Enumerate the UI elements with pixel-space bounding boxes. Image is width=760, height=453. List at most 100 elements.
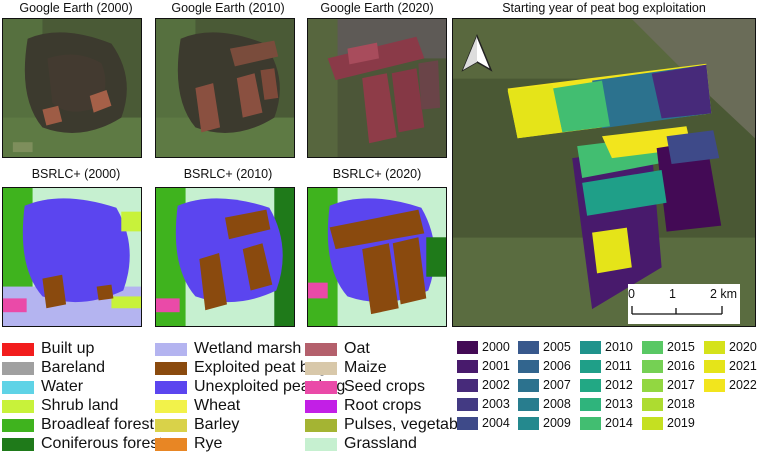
bsrlc-2000-map <box>2 187 142 327</box>
legend-swatch <box>155 342 187 356</box>
legend-label: Rye <box>194 435 223 452</box>
year-legend-item: 2021 <box>704 358 757 374</box>
legend-swatch <box>155 361 187 375</box>
year-swatch <box>457 416 478 430</box>
year-swatch <box>518 397 539 411</box>
scale-label-2: 2 km <box>710 287 738 301</box>
year-swatch <box>642 416 663 430</box>
year-label: 2018 <box>667 397 695 411</box>
legend-swatch <box>155 380 187 394</box>
year-legend-item: 2001 <box>457 358 510 374</box>
year-legend-item: 2020 <box>704 339 757 355</box>
scale-label-0: 0 <box>628 287 635 301</box>
year-label: 2008 <box>543 397 571 411</box>
year-swatch <box>457 340 478 354</box>
land-cover-legend-item: Seed crops <box>305 378 425 395</box>
year-legend-item: 2004 <box>457 415 510 431</box>
legend-label: Grassland <box>344 435 417 452</box>
legend-label: Wetland marsh <box>194 340 302 357</box>
bsrlc-2020-map <box>307 187 447 327</box>
year-legend-item: 2017 <box>642 377 695 393</box>
legend-swatch <box>2 342 34 356</box>
legend-label: Barley <box>194 416 240 433</box>
legend-swatch <box>2 437 34 451</box>
year-legend-item: 2008 <box>518 396 571 412</box>
title-bsrlc-2000: BSRLC+ (2000) <box>31 167 121 181</box>
legend-label: Root crops <box>344 397 422 414</box>
year-label: 2000 <box>482 340 510 354</box>
legend-swatch <box>2 399 34 413</box>
year-legend-item: 2015 <box>642 339 695 355</box>
title-start-year: Starting year of peat bog exploitation <box>502 1 706 15</box>
legend-swatch <box>305 342 337 356</box>
title-google-earth-2020: Google Earth (2020) <box>320 1 434 15</box>
legend-label: Exploited peat bog <box>194 359 327 376</box>
year-swatch <box>704 340 725 354</box>
year-legend-item: 2003 <box>457 396 510 412</box>
year-swatch <box>518 340 539 354</box>
year-swatch <box>642 340 663 354</box>
legend-swatch <box>155 418 187 432</box>
year-label: 2017 <box>667 378 695 392</box>
year-label: 2021 <box>729 359 757 373</box>
legend-label: Bareland <box>41 359 106 376</box>
year-label: 2010 <box>605 340 633 354</box>
year-legend-item: 2009 <box>518 415 571 431</box>
land-cover-legend-item: Grassland <box>305 435 417 452</box>
legend-swatch <box>305 418 337 432</box>
legend-swatch <box>2 380 34 394</box>
legend-swatch <box>2 361 34 375</box>
year-legend-item: 2013 <box>580 396 633 412</box>
year-swatch <box>457 397 478 411</box>
land-cover-legend-item: Exploited peat bog <box>155 359 327 376</box>
year-legend-item: 2000 <box>457 339 510 355</box>
year-legend-item: 2016 <box>642 358 695 374</box>
legend-label: Coniferous forest <box>41 435 163 452</box>
land-cover-legend-item: Built up <box>2 340 94 357</box>
year-legend-item: 2019 <box>642 415 695 431</box>
land-cover-legend-item: Root crops <box>305 397 422 414</box>
year-swatch <box>580 378 601 392</box>
year-legend-item: 2010 <box>580 339 633 355</box>
year-legend-item: 2002 <box>457 377 510 393</box>
land-cover-legend-item: Pulses, vegetables <box>305 416 478 433</box>
year-label: 2001 <box>482 359 510 373</box>
land-cover-legend-item: Shrub land <box>2 397 118 414</box>
year-legend-item: 2006 <box>518 358 571 374</box>
year-label: 2007 <box>543 378 571 392</box>
start-year-map[interactable] <box>452 18 756 327</box>
legend-label: Oat <box>344 340 370 357</box>
year-swatch <box>457 378 478 392</box>
year-legend-item: 2011 <box>580 358 632 374</box>
year-label: 2020 <box>729 340 757 354</box>
title-bsrlc-2020: BSRLC+ (2020) <box>332 167 422 181</box>
legend-swatch <box>305 361 337 375</box>
year-swatch <box>518 378 539 392</box>
year-swatch <box>518 359 539 373</box>
google-earth-2000-map <box>2 18 142 158</box>
scale-bar: 0 1 2 km <box>628 284 740 324</box>
north-arrow-icon <box>460 34 494 74</box>
year-legend-item: 2022 <box>704 377 757 393</box>
year-label: 2009 <box>543 416 571 430</box>
legend-swatch <box>155 399 187 413</box>
year-label: 2012 <box>605 378 633 392</box>
year-label: 2016 <box>667 359 695 373</box>
year-label: 2005 <box>543 340 571 354</box>
year-legend-item: 2012 <box>580 377 633 393</box>
legend-label: Maize <box>344 359 387 376</box>
bsrlc-2010-map <box>155 187 295 327</box>
land-cover-legend-item: Bareland <box>2 359 106 376</box>
year-label: 2004 <box>482 416 510 430</box>
year-label: 2014 <box>605 416 633 430</box>
year-label: 2015 <box>667 340 695 354</box>
land-cover-legend-item: Broadleaf forest <box>2 416 154 433</box>
year-swatch <box>580 397 601 411</box>
year-swatch <box>704 359 725 373</box>
land-cover-legend-item: Water <box>2 378 83 395</box>
year-label: 2013 <box>605 397 633 411</box>
scale-label-1: 1 <box>669 287 676 301</box>
google-earth-2010-map <box>155 18 295 158</box>
legend-swatch <box>305 380 337 394</box>
google-earth-2020-map <box>307 18 447 158</box>
